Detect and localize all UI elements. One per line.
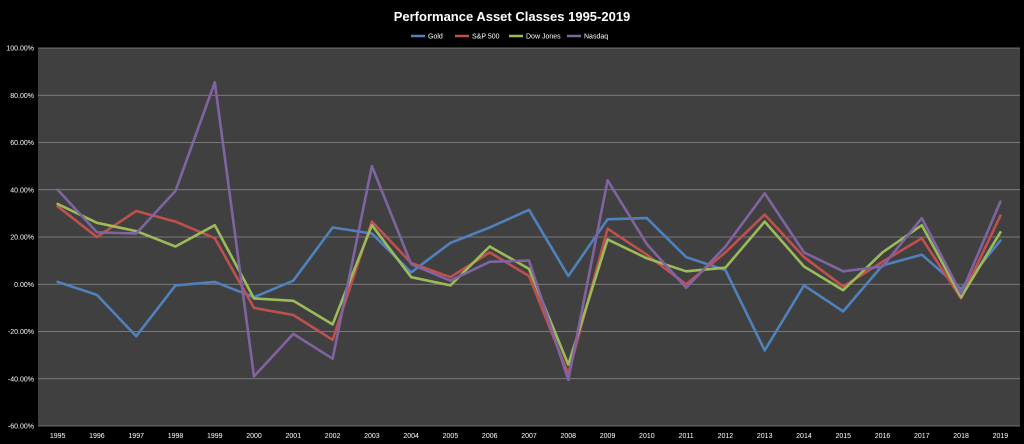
y-tick-label: -20.00% — [8, 329, 34, 336]
x-tick-label: 1995 — [50, 433, 66, 440]
x-tick-label: 2017 — [914, 433, 930, 440]
x-tick-label: 2019 — [993, 433, 1009, 440]
x-tick-label: 2003 — [364, 433, 380, 440]
series-line-nasdaq — [56, 81, 1002, 382]
x-tick-label: 2006 — [482, 433, 498, 440]
gridlines — [38, 47, 1020, 427]
x-tick-label: 1996 — [89, 433, 105, 440]
legend: Gold S&P 500 Dow Jones Nasdaq — [411, 34, 608, 41]
y-tick-label: 100.00% — [6, 46, 34, 53]
x-tick-label: 2005 — [443, 433, 459, 440]
x-tick-label: 2013 — [757, 433, 773, 440]
x-axis-tick-labels: 1995 1996 1997 1998 1999 2000 2001 2002 2003 2004… — [50, 433, 1008, 440]
y-tick-label: -60.00% — [8, 424, 34, 431]
x-tick-label: 2008 — [560, 433, 576, 440]
legend-label: Nasdaq — [584, 34, 608, 41]
x-tick-label: 2000 — [246, 433, 262, 440]
y-tick-label: 80.00% — [10, 93, 34, 100]
x-tick-label: 1997 — [128, 433, 144, 440]
legend-label: S&P 500 — [472, 34, 500, 41]
series-line-dow-jones — [56, 202, 1002, 366]
y-tick-label: 0.00% — [14, 282, 34, 289]
series-line-gold — [56, 208, 1002, 352]
y-tick-label: -40.00% — [8, 376, 34, 383]
x-tick-label: 2015 — [835, 433, 851, 440]
x-tick-label: 2018 — [953, 433, 969, 440]
legend-item: S&P 500 — [455, 34, 500, 41]
y-axis-tick-labels: 100.00% 80.00% 60.00% 40.00% 20.00% 0.00% -20.… — [6, 46, 34, 431]
x-tick-label: 2002 — [325, 433, 341, 440]
x-tick-label: 1999 — [207, 433, 223, 440]
x-tick-label: 2007 — [521, 433, 537, 440]
y-tick-label: 20.00% — [10, 235, 34, 242]
x-tick-label: 2001 — [286, 433, 302, 440]
legend-label: Gold — [428, 34, 443, 41]
y-tick-label: 40.00% — [10, 187, 34, 194]
x-tick-label: 2012 — [718, 433, 734, 440]
legend-label: Dow Jones — [526, 34, 561, 41]
legend-item: Dow Jones — [509, 34, 561, 41]
chart-title: Performance Asset Classes 1995-2019 — [394, 9, 631, 24]
x-tick-label: 2016 — [875, 433, 891, 440]
x-tick-label: 2011 — [679, 433, 694, 440]
x-tick-label: 1998 — [168, 433, 184, 440]
x-tick-label: 2004 — [403, 433, 419, 440]
y-tick-label: 60.00% — [10, 140, 34, 147]
x-tick-label: 2009 — [600, 433, 616, 440]
series-line-s-p-500 — [56, 205, 1002, 376]
x-tick-label: 2014 — [796, 433, 812, 440]
x-tick-label: 2010 — [639, 433, 655, 440]
legend-item: Gold — [411, 34, 443, 41]
legend-item: Nasdaq — [567, 34, 608, 41]
series-lines — [56, 81, 1002, 382]
